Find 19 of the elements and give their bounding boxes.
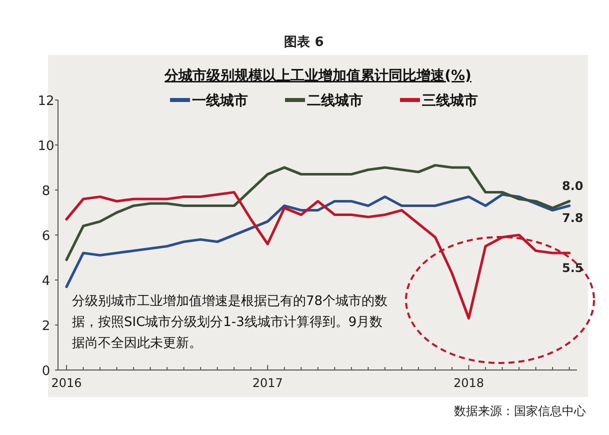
x-tick-label: 2017	[252, 376, 283, 390]
annotation: 7.8	[562, 211, 584, 225]
y-tick-label: 10	[38, 139, 54, 154]
y-tick-label: 8	[42, 184, 50, 199]
y-tick-label: 12	[38, 94, 54, 109]
annotation: 8.0	[562, 179, 584, 193]
y-tick-label: 6	[42, 229, 50, 244]
legend-label: 一线城市	[192, 92, 248, 109]
y-tick-label: 4	[42, 274, 50, 289]
annotation: 分级别城市工业增加值增速是根据已有的78个城市的数据，按照SIC城市分级划分1-3线城市计算得到。9月数据尚不全因此未更新。	[72, 294, 388, 351]
x-tick-label: 2016	[51, 376, 82, 390]
legend-label: 三线城市	[422, 92, 478, 109]
y-tick-label: 0	[42, 364, 50, 379]
legend-label: 二线城市	[307, 92, 363, 109]
x-tick-label: 2018	[453, 376, 484, 390]
chart-title: 图表 6	[284, 35, 324, 50]
y-tick-label: 2	[42, 319, 50, 334]
source-note: 数据来源：国家信息中心	[454, 404, 586, 418]
chart-subtitle: 分城市级别规模以上工业增加值累计同比增速(%)	[164, 67, 472, 84]
